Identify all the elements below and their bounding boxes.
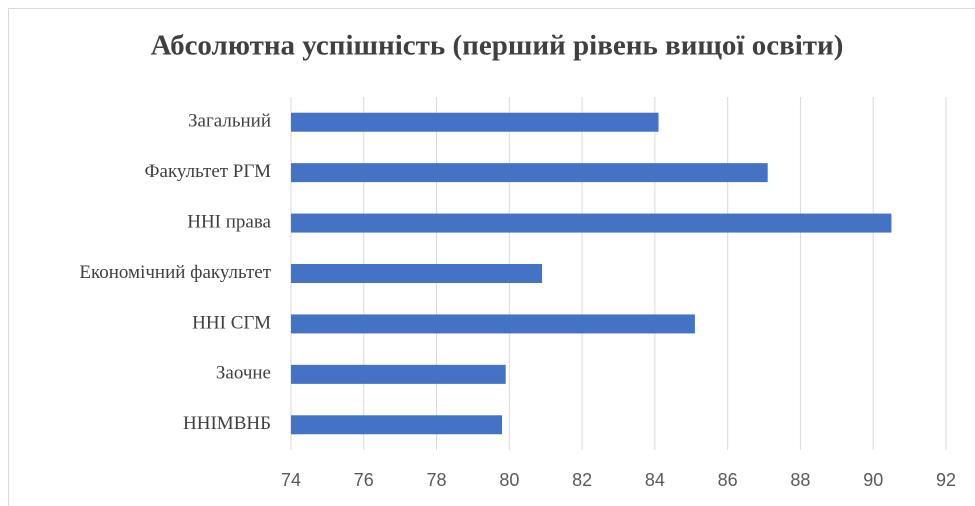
chart-border <box>8 8 975 506</box>
x-tick-label: 78 <box>427 470 447 490</box>
bar <box>291 264 543 283</box>
y-tick-label: ННІ СГМ <box>192 312 271 333</box>
y-tick-label: Загальний <box>188 111 271 132</box>
x-tick-label: 74 <box>281 470 301 490</box>
bar <box>291 415 503 435</box>
x-tick-label: 76 <box>354 470 374 490</box>
x-tick-label: 80 <box>499 470 519 490</box>
y-tick-label: ННІМВНБ <box>183 413 271 434</box>
x-tick-label: 84 <box>645 470 665 490</box>
x-tick-label: 86 <box>718 470 738 490</box>
bar <box>291 112 659 132</box>
x-tick-label: 92 <box>936 470 956 490</box>
chart-title: Абсолютна успішність (перший рівень вищо… <box>151 30 844 62</box>
x-tick-label: 82 <box>572 470 592 490</box>
y-tick-label: Факультет РГМ <box>145 161 272 182</box>
x-tick-label: 90 <box>863 470 883 490</box>
bar <box>291 364 506 384</box>
bar <box>291 163 768 183</box>
y-tick-label: ННІ права <box>187 211 271 232</box>
y-tick-label: Економічний факультет <box>79 262 271 283</box>
y-tick-label: Заочне <box>216 363 271 384</box>
x-tick-label: 88 <box>790 470 810 490</box>
bar <box>291 213 892 233</box>
bar <box>291 314 695 334</box>
